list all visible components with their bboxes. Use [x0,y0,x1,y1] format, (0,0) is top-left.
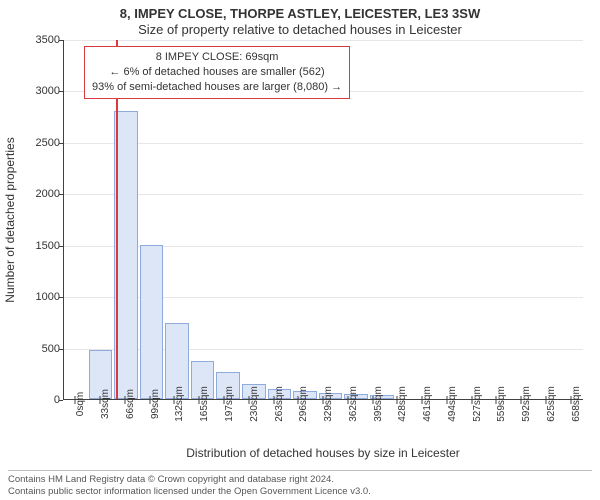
x-tick-label: 494sqm [447,386,458,422]
x-tick: 66sqm [113,400,138,446]
chart-frame: 8, IMPEY CLOSE, THORPE ASTLEY, LEICESTER… [0,0,600,500]
x-tick-label: 592sqm [521,386,532,422]
annotation-line3: 93% of semi-detached houses are larger (… [92,80,342,95]
x-tick: 559sqm [484,400,509,446]
y-tick-label: 0 [20,394,60,406]
x-ticks: 0sqm33sqm66sqm99sqm132sqm165sqm197sqm230… [63,400,583,446]
x-tick-label: 362sqm [348,386,359,422]
x-tick-label: 0sqm [75,392,86,416]
x-tick-label: 428sqm [397,386,408,422]
x-tick-label: 263sqm [274,386,285,422]
x-tick-label: 658sqm [571,386,582,422]
footer-divider [8,470,592,471]
x-tick: 527sqm [459,400,484,446]
x-tick-label: 461sqm [422,386,433,422]
x-tick-label: 33sqm [100,389,111,419]
y-axis-label: Number of detached properties [3,137,17,302]
x-tick-label: 559sqm [496,386,507,422]
y-tick-label: 2000 [20,188,60,200]
x-tick-label: 165sqm [199,386,210,422]
x-tick-label: 99sqm [150,389,161,419]
chart-title-line2: Size of property relative to detached ho… [0,22,600,37]
y-tick-label: 500 [20,343,60,355]
x-tick: 99sqm [137,400,162,446]
x-tick: 494sqm [434,400,459,446]
x-tick: 362sqm [335,400,360,446]
histogram-bar [140,245,164,399]
x-tick: 461sqm [410,400,435,446]
x-tick: 329sqm [311,400,336,446]
x-tick-label: 66sqm [125,389,136,419]
x-tick-label: 527sqm [472,386,483,422]
x-tick: 592sqm [509,400,534,446]
chart-title-line1: 8, IMPEY CLOSE, THORPE ASTLEY, LEICESTER… [0,6,600,21]
footer-line1: Contains HM Land Registry data © Crown c… [8,474,592,486]
annotation-line2: ← 6% of detached houses are smaller (562… [92,65,342,80]
x-tick: 658sqm [558,400,583,446]
x-tick-label: 395sqm [373,386,384,422]
x-axis-label: Distribution of detached houses by size … [63,446,583,460]
x-tick: 132sqm [162,400,187,446]
annotation-box: 8 IMPEY CLOSE: 69sqm ← 6% of detached ho… [84,46,350,99]
x-tick: 625sqm [534,400,559,446]
x-tick: 296sqm [286,400,311,446]
y-tick-label: 3500 [20,34,60,46]
x-tick: 33sqm [88,400,113,446]
x-tick-label: 197sqm [224,386,235,422]
annotation-line1: 8 IMPEY CLOSE: 69sqm [92,50,342,65]
x-tick: 263sqm [261,400,286,446]
x-tick: 428sqm [385,400,410,446]
x-tick: 165sqm [187,400,212,446]
x-tick-label: 296sqm [298,386,309,422]
footer-line2: Contains public sector information licen… [8,486,592,498]
x-tick-label: 329sqm [323,386,334,422]
x-tick-label: 132sqm [174,386,185,422]
y-tick-label: 3000 [20,85,60,97]
y-tick-label: 1000 [20,291,60,303]
x-tick-label: 625sqm [546,386,557,422]
footer: Contains HM Land Registry data © Crown c… [8,468,592,498]
x-tick: 395sqm [360,400,385,446]
x-tick: 230sqm [236,400,261,446]
x-tick: 197sqm [212,400,237,446]
x-tick: 0sqm [63,400,88,446]
y-tick-label: 1500 [20,240,60,252]
x-tick-label: 230sqm [249,386,260,422]
y-tick-label: 2500 [20,137,60,149]
plot-area: 8 IMPEY CLOSE: 69sqm ← 6% of detached ho… [63,40,583,400]
